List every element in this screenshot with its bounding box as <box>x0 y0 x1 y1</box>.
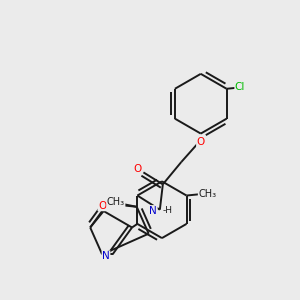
Text: Cl: Cl <box>235 82 245 92</box>
Text: O: O <box>98 201 106 211</box>
Text: N: N <box>102 251 110 261</box>
Text: O: O <box>133 164 142 174</box>
Text: O: O <box>196 137 205 147</box>
Text: CH₃: CH₃ <box>107 197 125 207</box>
Text: -H: -H <box>163 206 173 215</box>
Text: N: N <box>149 206 157 216</box>
Text: CH₃: CH₃ <box>198 189 217 199</box>
